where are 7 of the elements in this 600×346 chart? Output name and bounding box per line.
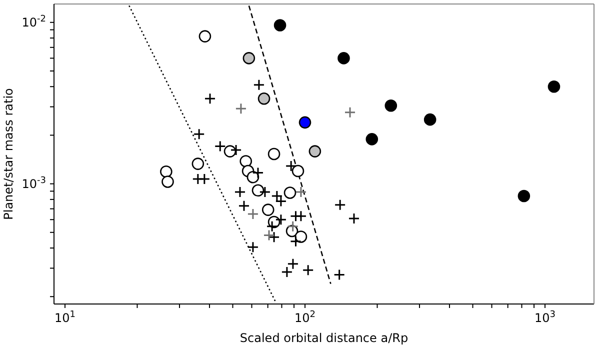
y-tick-label: 10$^{-2}$ xyxy=(22,14,46,30)
y-axis-title: Planet/star mass ratio xyxy=(1,88,16,220)
x-tick-label: 10$^{1}$ xyxy=(54,310,76,325)
y-tick-label: 10$^{-3}$ xyxy=(22,176,46,191)
x-tick-label: 10$^{2}$ xyxy=(294,310,316,325)
x-axis-title: Scaled orbital distance a/Rp xyxy=(240,331,408,345)
x-tick-label: 10$^{3}$ xyxy=(534,310,556,325)
